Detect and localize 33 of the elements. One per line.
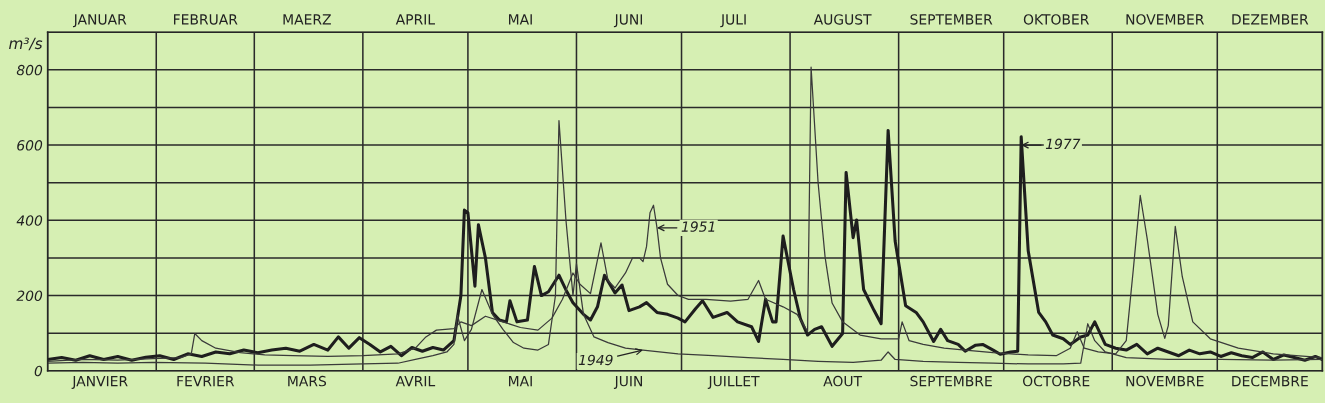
x2-tick-label: SEPTEMBER [910, 14, 993, 25]
annotation: 1949 [578, 354, 613, 366]
x-tick-label: AOUT [823, 375, 863, 387]
y-tick-label: 200 [16, 290, 43, 302]
x2-tick-label: AUGUST [813, 14, 872, 25]
x2-tick-label: JANUAR [72, 14, 127, 28]
x-tick-label: JANVIER [71, 376, 128, 389]
x2-tick-label: JULI [720, 14, 746, 28]
y-tick-label: 0 [34, 365, 43, 377]
x-tick-label: MARS [288, 375, 327, 387]
x2-tick-label: NOVEMBER [1126, 14, 1205, 25]
x-tick-label: NOVEMBRE [1126, 375, 1204, 387]
x-tick-label: DECEMBRE [1232, 375, 1308, 387]
y-axis-title: m³/s [9, 37, 43, 51]
x-tick-label: OCTOBRE [1022, 375, 1090, 387]
y-tick-label: 600 [17, 140, 43, 151]
x2-tick-label: APRIL [395, 14, 435, 25]
y-tick-label: 800 [16, 64, 43, 76]
x-tick-label: MAI [509, 376, 532, 387]
x-tick-label: FEVRIER [177, 376, 235, 387]
x2-tick-label: JUNI [613, 14, 643, 28]
annotation: 1977 [1045, 138, 1081, 150]
x-tick-label: AVRIL [395, 376, 436, 387]
y-tick-label: 400 [16, 215, 43, 226]
x-tick-label: JUIN [613, 376, 643, 389]
x-tick-label: SEPTEMBRE [910, 375, 992, 387]
x2-tick-label: MAI [509, 14, 532, 25]
x2-tick-label: MAERZ [283, 14, 331, 25]
x2-tick-label: OKTOBER [1023, 14, 1089, 25]
annotation: 1951 [681, 221, 715, 232]
x2-tick-label: FEBRUAR [174, 14, 238, 25]
x2-tick-label: DEZEMBER [1232, 14, 1309, 25]
x-tick-label: JUILLET [707, 376, 760, 389]
